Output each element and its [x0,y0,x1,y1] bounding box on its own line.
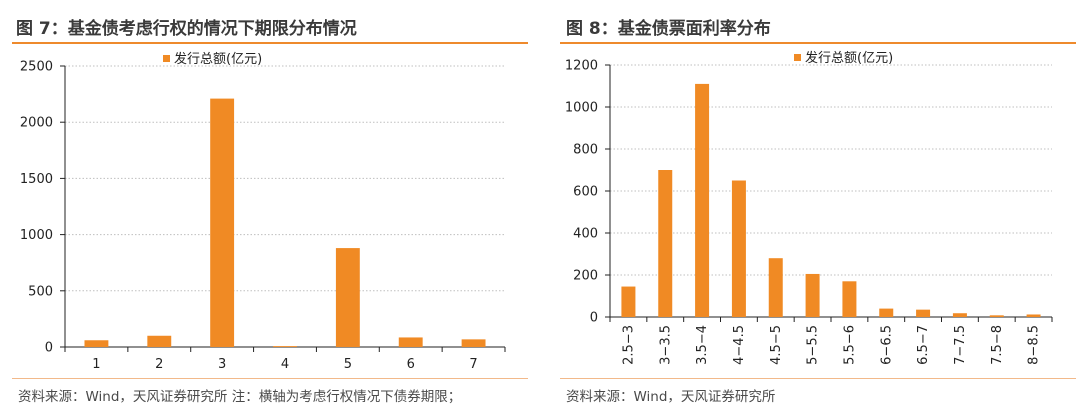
x-tick-label: 4−4.5 [732,325,747,365]
x-tick-label: 7−7.5 [953,325,968,365]
figure-7-chart: 0 500 1000 1500 2000 2500 1 2 3 4 5 6 7 发行总额(亿元) [20,51,506,372]
y-tick-label: 0 [590,311,598,326]
x-tick-label: 8−8.5 [1027,325,1042,365]
y-tick-label: 1000 [20,228,53,243]
x-tick-label: 2.5−3 [621,325,636,365]
x-tick-label: 2 [155,357,163,372]
bar-2 [147,335,172,347]
figure-8-panel: 图 8：基金债票面利率分布 0 200 400 600 800 1000 1200 2.5−3… [556,0,1080,418]
figure-7-source: 资料来源：Wind，天风证券研究所 注：横轴为考虑行权情况下债券期限； [18,389,462,405]
bar-3 [210,98,235,347]
legend-label: 发行总额(亿元) [174,51,262,67]
y-tick-label: 1200 [565,59,598,74]
x-tick-label: 6−6.5 [879,325,894,365]
bar-6 [398,337,423,347]
bar-4−4.5 [731,180,746,317]
bar-5−5.5 [805,273,820,317]
figure-8-title: 图 8：基金债票面利率分布 [566,19,771,39]
x-tick-label: 1 [92,357,100,372]
bar-6−6.5 [879,308,894,317]
x-tick-label: 4.5−5 [769,325,784,365]
bar-7−7.5 [952,313,967,317]
figure-7-title-rule [12,42,528,44]
x-tick-label: 5 [344,357,352,372]
x-tick-label: 5−5.5 [806,325,821,365]
figure-7-title: 图 7：基金债考虑行权的情况下期限分布情况 [16,19,357,39]
legend-label: 发行总额(亿元) [805,50,893,66]
bar-3−3.5 [658,170,673,317]
bar-7 [461,339,486,347]
x-tick-label: 3−3.5 [658,325,673,365]
y-tick-label: 600 [573,185,598,200]
x-tick-label: 7 [469,357,477,372]
figure-8-source: 资料来源：Wind，天风证券研究所 [566,389,776,405]
bar-6.5−7 [916,309,931,317]
y-tick-label: 1500 [20,172,53,187]
figure-7-panel: 图 7：基金债考虑行权的情况下期限分布情况 0 500 1000 1500 2000 25… [0,0,530,418]
x-tick-label: 6 [407,357,415,372]
figure-8-chart: 0 200 400 600 800 1000 1200 2.5−3 3−3.5 3.5−4 4−4.… [565,50,1053,365]
y-tick-label: 500 [28,284,53,299]
legend-swatch [794,54,801,61]
x-tick-label: 3 [218,357,226,372]
y-tick-label: 200 [573,269,598,284]
legend-swatch [163,55,170,62]
figure-8-bottom-rule [560,378,1076,379]
bar-8−8.5 [1026,314,1041,317]
x-tick-label: 6.5−7 [916,325,931,365]
x-tick-label: 3.5−4 [695,325,710,365]
bar-7.5−8 [989,315,1004,317]
y-tick-label: 2000 [20,116,53,131]
y-tick-label: 0 [45,341,53,356]
bar-4 [273,346,297,347]
bar-3.5−4 [695,83,710,318]
y-tick-label: 400 [573,227,598,242]
x-tick-label: 5.5−6 [842,325,857,365]
bar-1 [84,340,109,347]
y-tick-label: 800 [573,143,598,158]
x-tick-label: 7.5−8 [990,325,1005,365]
bar-2.5−3 [621,286,636,317]
figure-8-title-rule [560,42,1076,44]
bar-4.5−5 [768,258,783,317]
figure-7-bottom-rule [12,378,528,379]
y-tick-label: 1000 [565,101,598,116]
bar-5 [335,248,360,347]
bar-5.5−6 [842,281,857,317]
y-tick-label: 2500 [20,60,53,75]
x-tick-label: 4 [281,357,289,372]
